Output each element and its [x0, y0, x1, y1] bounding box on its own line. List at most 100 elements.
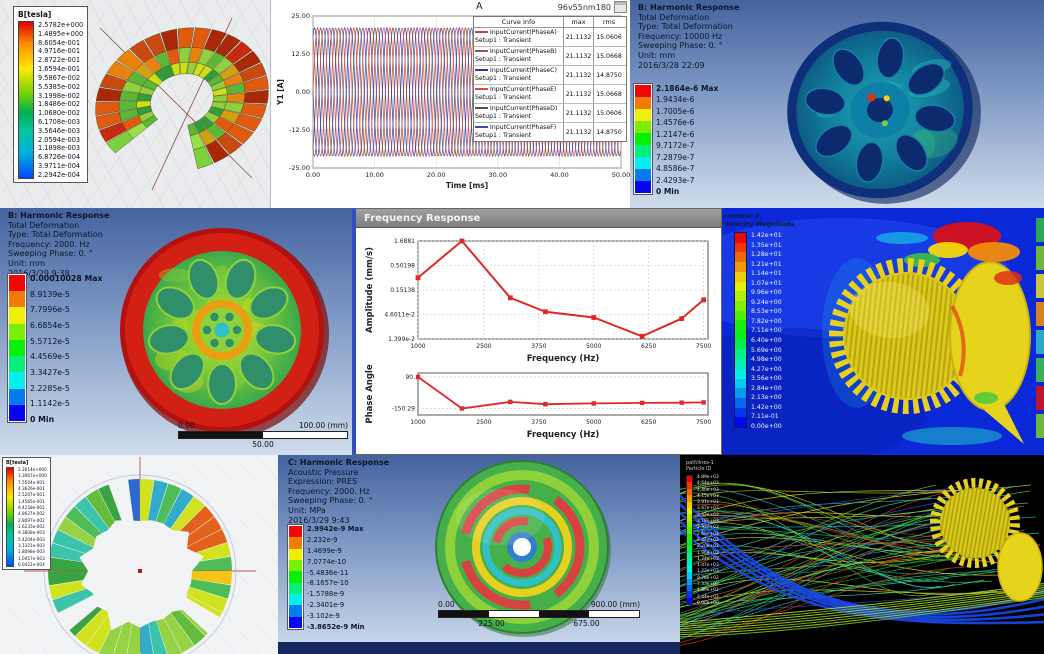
particle-colorbar	[686, 475, 693, 605]
deformation-legend-value: 0 Min	[656, 186, 680, 196]
result-header-line: Sweeping Phase: 0. °	[8, 249, 93, 259]
ruler-q1: 225.00	[478, 619, 505, 628]
flux-legend-value: 3.1998e-002	[38, 91, 81, 100]
svg-text:5000: 5000	[586, 343, 601, 350]
pathlines-legend-title-line: Particle ID	[686, 466, 712, 472]
flux-legend-value: 3.5646e-003	[38, 126, 81, 135]
flux-legend-value: 1.3067e+000	[18, 473, 47, 479]
flux-legend-title: B[tesla]	[6, 460, 29, 466]
deformation-legend-value: 1.4576e-6	[656, 118, 695, 128]
panel-maxwell-ring: B[tesla] 2.2614e+000 1.3067e+000 7.5504e-0…	[0, 455, 278, 654]
deformation-colorbar	[633, 83, 653, 195]
scale-ruler: 0.00 100.00 (mm) 50.00	[178, 421, 348, 449]
cfd-legend-title-line: Velocity Magnitude	[724, 219, 795, 228]
flux-legend-value: 2.8097e-002	[18, 517, 45, 523]
svg-text:7500: 7500	[696, 343, 711, 350]
velocity-legend-value: 8.53e+00	[751, 308, 782, 316]
result-header-line: 2016/3/29 9:38	[8, 268, 70, 278]
svg-text:3750: 3750	[531, 419, 546, 426]
window-titlebar[interactable]: Frequency Response	[356, 209, 721, 228]
particle-legend: 4.89e+03 4.64e+03 4.40e+03 4.15e+03 3.91e+03…	[686, 475, 719, 606]
particle-legend-value: 7.33e+02	[697, 582, 719, 588]
result-header: B: Harmonic Response Total Deformation Typ…	[8, 211, 109, 278]
svg-text:-150.29: -150.29	[392, 405, 415, 412]
result-header: C: Harmonic Response Acoustic Pressure Exp…	[288, 458, 389, 525]
acoustic-disc-graphic	[435, 460, 611, 637]
velocity-legend-values: 1.42e+01 1.35e+01 1.28e+01 1.21e+01 1.14e+01…	[751, 232, 782, 430]
particle-legend-value: 2.93e+03	[697, 525, 719, 531]
flux-legend-value: 1.8486e-002	[38, 100, 81, 109]
red-wheel-graphic	[120, 228, 329, 438]
velocity-legend-value: 1.35e+01	[751, 241, 782, 249]
pressure-legend-value: -2.3401e-9	[307, 601, 345, 610]
velocity-legend-value: 2.13e+00	[751, 394, 782, 402]
velocity-legend-value: 4.27e+00	[751, 365, 782, 373]
deformation-legend-value: 1.1142e-5	[30, 399, 70, 409]
velocity-legend-value: 3.56e+00	[751, 375, 782, 383]
result-header-line: Sweeping Phase: 0. °	[288, 496, 373, 506]
ruler-q3: 675.00	[573, 619, 600, 628]
curve-info-row: InputCurrent(PhaseF) Setup1 : Transient 21…	[475, 123, 622, 141]
deformation-legend-value: 8.9139e-5	[30, 289, 70, 299]
pressure-legend-value: -1.5788e-9	[307, 590, 345, 599]
svg-text:3750: 3750	[531, 343, 546, 350]
deformation-legend-value: 9.7172e-7	[656, 141, 695, 151]
flux-legend-value: 2.8722e-001	[38, 56, 81, 65]
particle-legend-value: 4.15e+03	[697, 493, 719, 499]
pressure-legend-value: -3.8652e-9 Min	[307, 622, 365, 631]
velocity-legend-value: 6.40e+00	[751, 337, 782, 345]
velocity-legend-value: 4.98e+00	[751, 356, 782, 364]
ruler-max: 100.00 (mm)	[298, 421, 348, 430]
flux-legend-value: 3.9711e-004	[38, 162, 81, 170]
result-header-line: Total Deformation	[638, 12, 710, 22]
result-header-line: 2016/3/28 22:09	[638, 60, 705, 70]
result-header-line: C: Harmonic Response	[288, 458, 390, 467]
deformation-legend-value: 2.2285e-5	[30, 383, 70, 393]
cfd-legend-title: contour-2 Velocity Magnitude	[724, 212, 795, 228]
result-header-line: Type: Total Deformation	[8, 230, 103, 240]
svg-text:Time [ms]: Time [ms]	[446, 181, 488, 190]
flux-legend-values: 2.5782e+000 1.4895e+000 8.6054e-001 4.9716e…	[38, 21, 83, 179]
velocity-legend-value: 1.14e+01	[751, 270, 782, 278]
flux-legend-value: 2.2942e-004	[38, 170, 81, 179]
panel-pathlines: pathlines-1 Particle ID 4.89e+03 4.64e+03 4…	[680, 455, 1044, 654]
svg-text:-12.50: -12.50	[289, 126, 310, 134]
deformation-legend-value: 1.2147e-6	[656, 129, 695, 139]
curve-info-row: InputCurrent(PhaseD) Setup1 : Transient 21…	[474, 104, 626, 123]
panel-cfd-velocity: contour-2 Velocity Magnitude 1.42e+01 1.35…	[722, 208, 1044, 455]
flux-legend-value: 9.5867e-002	[38, 73, 81, 82]
velocity-legend-value: 7.11e+00	[751, 327, 782, 335]
window-icon[interactable]	[614, 1, 627, 13]
particle-legend-value: 9.78e+02	[697, 575, 719, 581]
velocity-legend-value: 1.28e+01	[751, 251, 782, 259]
pressure-colorbar	[287, 524, 304, 630]
flux-legend-value: 2.5207e-001	[18, 492, 45, 498]
flux-legend: B[tesla] 2.5782e+000 1.4895e+000 8.6054e-0…	[13, 6, 89, 183]
svg-text:Amplitude (mm/s): Amplitude (mm/s)	[365, 247, 375, 333]
result-header-line: Frequency: 10000 Hz	[638, 31, 723, 41]
velocity-legend-value: 9.24e+00	[751, 298, 782, 306]
pathlines-legend-title: pathlines-1 Particle ID	[686, 460, 714, 472]
flux-legend-value: 4.3626e-001	[18, 485, 45, 491]
svg-text:Phase Angle: Phase Angle	[365, 364, 375, 423]
svg-text:Frequency (Hz): Frequency (Hz)	[527, 354, 600, 364]
cfd-flow-graphic	[722, 208, 1044, 455]
ruler-min: 0.00	[438, 600, 455, 609]
cfd-legend-title-line: contour-2	[724, 212, 760, 220]
particle-legend-value: 4.89e+03	[697, 475, 719, 480]
frequency-response-window: Frequency Response 1.6881 0.50198 0.15138 4…	[352, 208, 722, 455]
result-header-line: Acoustic Pressure	[288, 467, 359, 477]
flux-legend-value: 6.0421e-004	[18, 561, 45, 567]
deformation-legend: 2.1864e-6 Max 1.9434e-6 1.7005e-6 1.4576e-6…	[633, 83, 718, 196]
deformation-legend-value: 4.4569e-5	[30, 352, 70, 362]
velocity-legend-value: 5.69e+00	[751, 346, 782, 354]
deformation-legend-value: 7.2879e-7	[656, 152, 695, 162]
svg-text:40.00: 40.00	[550, 171, 569, 179]
pressure-legend-value: 7.0774e-10	[307, 557, 347, 566]
flux-legend-value: 6.1708e-003	[38, 117, 81, 126]
particle-legend-value: 3.42e+03	[697, 512, 719, 518]
deformation-legend-value: 2.4293e-7	[656, 175, 695, 185]
flux-legend-value: 1.1898e-003	[38, 144, 81, 153]
particle-legend-value: 4.89e+02	[697, 588, 719, 594]
flux-colorbar	[6, 467, 14, 567]
